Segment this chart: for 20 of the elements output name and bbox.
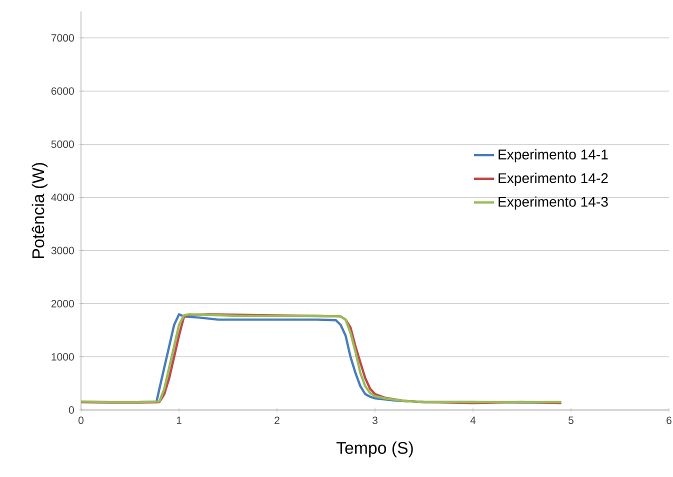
y-tick-label: 7000 — [51, 34, 74, 42]
x-axis-title: Tempo (S) — [336, 442, 413, 458]
y-tick-label: 6000 — [51, 87, 74, 95]
x-tick-label: 6 — [666, 416, 672, 424]
legend-label: Experimento 14-1 — [498, 149, 608, 162]
x-tick-label: 2 — [274, 416, 280, 424]
x-tick-label: 5 — [568, 416, 574, 424]
y-axis-title: Potência (W) — [32, 162, 48, 258]
x-tick-label: 1 — [176, 416, 182, 424]
legend-label: Experimento 14-3 — [498, 196, 608, 210]
y-tick-label: 1000 — [52, 353, 74, 361]
y-tick-label: 2000 — [51, 300, 74, 308]
y-tick-label: 0 — [68, 406, 74, 414]
x-tick-label: 0 — [78, 416, 84, 424]
y-tick-label: 4000 — [51, 194, 74, 202]
y-tick-label: 3000 — [51, 246, 74, 254]
legend-label: Experimento 14-2 — [498, 172, 608, 186]
x-tick-label: 4 — [470, 416, 476, 424]
y-tick-label: 5000 — [51, 140, 74, 148]
x-tick-label: 3 — [372, 416, 378, 424]
